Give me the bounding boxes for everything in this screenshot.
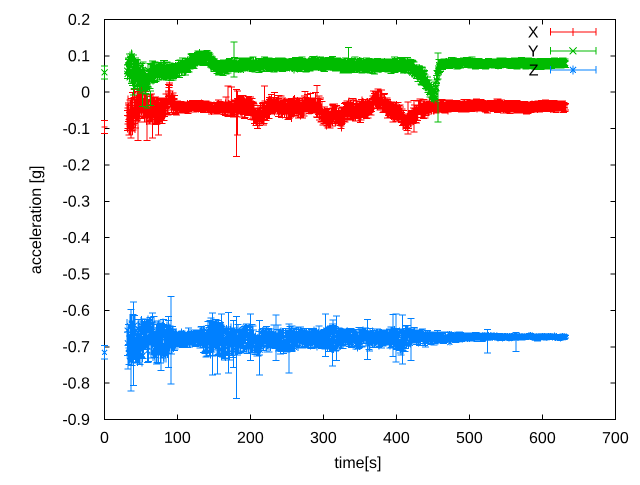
svg-text:acceleration [g]: acceleration [g] bbox=[28, 166, 45, 275]
svg-text:100: 100 bbox=[164, 430, 191, 447]
svg-text:X: X bbox=[528, 24, 539, 41]
svg-text:-0.3: -0.3 bbox=[62, 194, 90, 211]
svg-text:Z: Z bbox=[529, 62, 539, 79]
svg-text:0: 0 bbox=[100, 430, 109, 447]
svg-text:-0.9: -0.9 bbox=[62, 412, 90, 429]
svg-text:0.1: 0.1 bbox=[68, 48, 90, 65]
svg-text:Y: Y bbox=[528, 43, 539, 60]
svg-text:0: 0 bbox=[81, 85, 90, 102]
svg-text:0.2: 0.2 bbox=[68, 12, 90, 29]
svg-text:-0.7: -0.7 bbox=[62, 339, 90, 356]
svg-text:-0.4: -0.4 bbox=[62, 230, 90, 247]
svg-text:500: 500 bbox=[456, 430, 483, 447]
svg-text:-0.6: -0.6 bbox=[62, 303, 90, 320]
svg-text:-0.5: -0.5 bbox=[62, 266, 90, 283]
svg-text:-0.8: -0.8 bbox=[62, 375, 90, 392]
svg-text:-0.2: -0.2 bbox=[62, 157, 90, 174]
svg-text:time[s]: time[s] bbox=[334, 455, 381, 472]
svg-text:200: 200 bbox=[237, 430, 264, 447]
svg-text:300: 300 bbox=[310, 430, 337, 447]
svg-text:700: 700 bbox=[602, 430, 629, 447]
svg-text:-0.1: -0.1 bbox=[62, 121, 90, 138]
svg-text:400: 400 bbox=[383, 430, 410, 447]
svg-text:600: 600 bbox=[529, 430, 556, 447]
